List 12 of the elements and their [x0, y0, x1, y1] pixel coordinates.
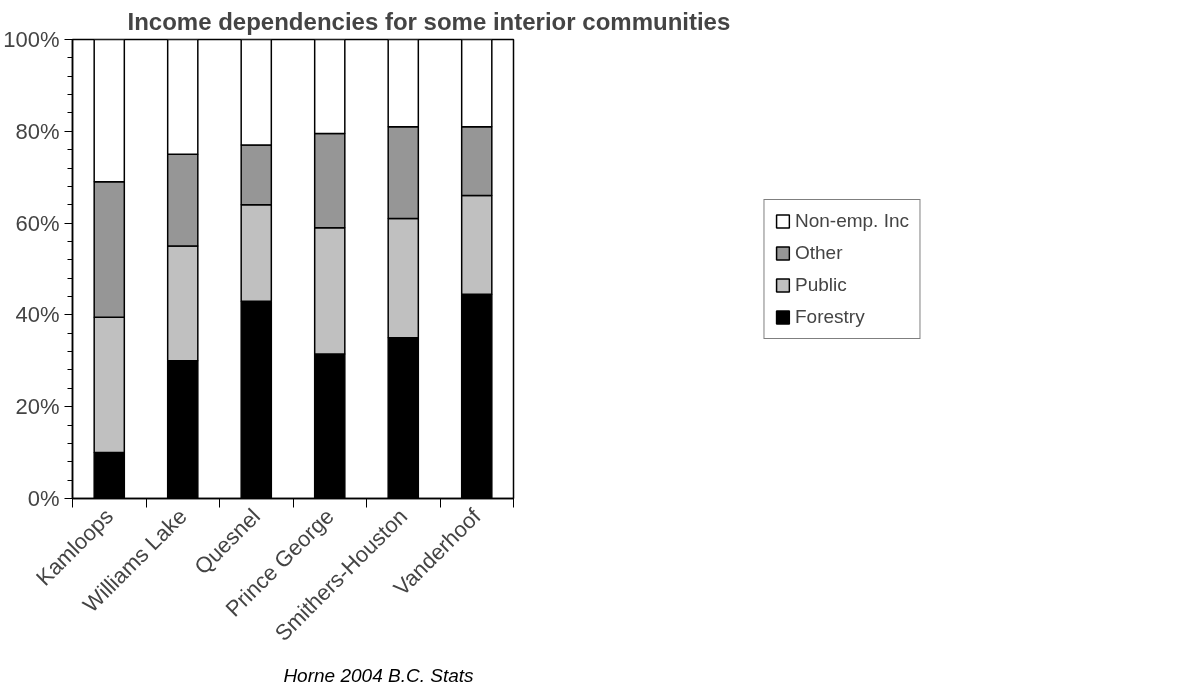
y-tick-label: 20% — [15, 394, 60, 420]
legend-label: Forestry — [794, 305, 865, 328]
y-tick-label: 100% — [3, 27, 60, 52]
chart-title: Income dependencies for some interior communities — [127, 7, 731, 35]
y-tick-label: 80% — [15, 118, 60, 144]
text: Horne 2004 B.C. Stats — [283, 664, 474, 686]
y-tick-label: 0% — [27, 486, 60, 511]
y-tick-label: 60% — [15, 210, 60, 236]
y-tick-label: 40% — [15, 302, 60, 328]
legend-label: Other — [794, 241, 843, 264]
legend-label: Public — [794, 273, 847, 296]
legend-label: Non-emp. Inc — [794, 209, 910, 232]
